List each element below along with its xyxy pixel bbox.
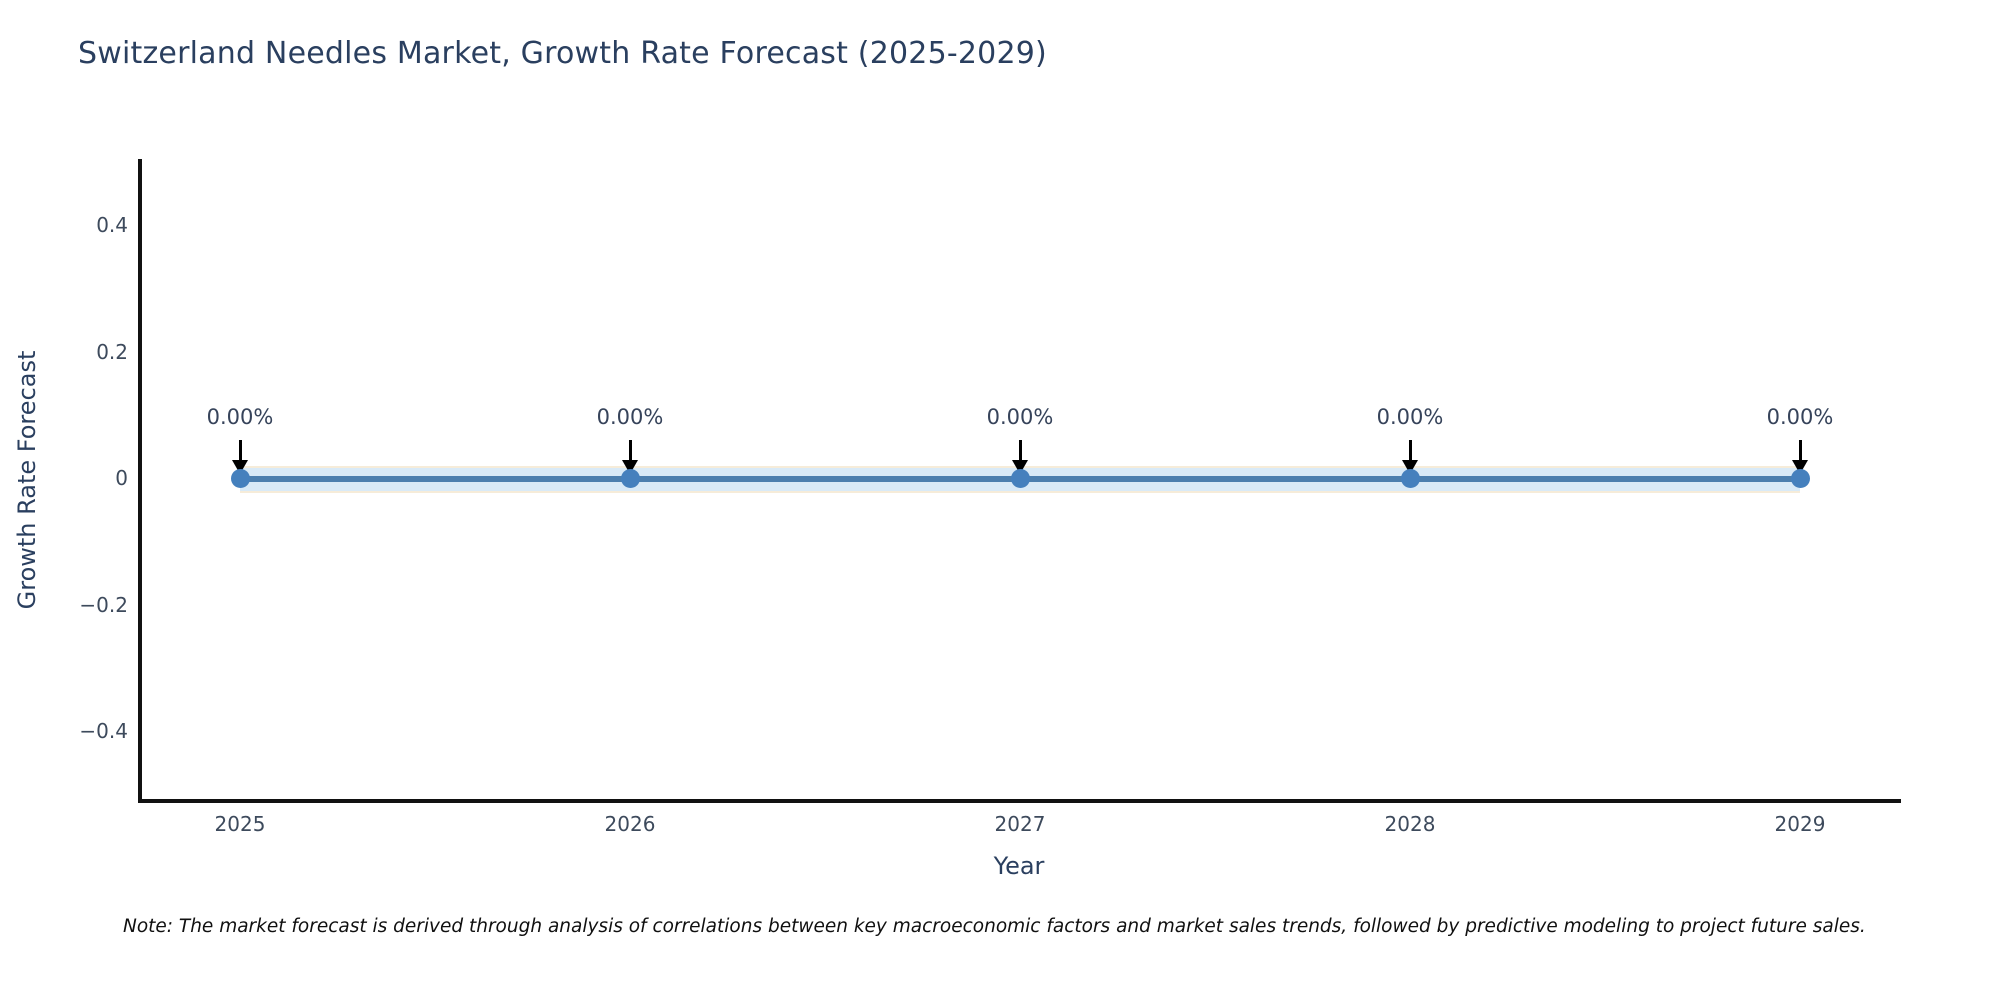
point-annotation: 0.00% bbox=[206, 405, 274, 429]
x-tick-label: 2026 bbox=[604, 812, 656, 836]
x-tick-label: 2028 bbox=[1384, 812, 1436, 836]
x-axis-title: Year bbox=[993, 852, 1045, 880]
point-annotation: 0.00% bbox=[1766, 405, 1834, 429]
annotation-arrow-stem bbox=[1798, 440, 1802, 462]
x-tick-label: 2029 bbox=[1774, 812, 1826, 836]
y-tick-label: −0.2 bbox=[79, 593, 128, 617]
y-tick-label: 0.2 bbox=[96, 340, 128, 364]
x-tick-label: 2025 bbox=[214, 812, 266, 836]
annotation-arrow-stem bbox=[238, 440, 242, 462]
point-annotation: 0.00% bbox=[1376, 405, 1444, 429]
annotation-arrow-stem bbox=[628, 440, 632, 462]
y-axis-line bbox=[138, 159, 142, 803]
y-tick-label: 0 bbox=[115, 466, 128, 490]
y-tick-label: 0.4 bbox=[96, 213, 128, 237]
point-annotation: 0.00% bbox=[986, 405, 1054, 429]
data-point-marker bbox=[230, 469, 250, 488]
chart-title: Switzerland Needles Market, Growth Rate … bbox=[78, 36, 1047, 71]
data-point-marker bbox=[620, 469, 640, 488]
annotation-arrow-stem bbox=[1408, 440, 1412, 462]
x-axis-line bbox=[138, 799, 1901, 803]
data-point-marker bbox=[1790, 469, 1810, 488]
x-tick-label: 2027 bbox=[994, 812, 1046, 836]
y-tick-label: −0.4 bbox=[79, 719, 128, 743]
data-point-marker bbox=[1010, 469, 1030, 488]
point-annotation: 0.00% bbox=[596, 405, 664, 429]
data-point-marker bbox=[1400, 469, 1420, 488]
footnote: Note: The market forecast is derived thr… bbox=[123, 916, 1866, 937]
annotation-arrow-stem bbox=[1018, 440, 1022, 462]
